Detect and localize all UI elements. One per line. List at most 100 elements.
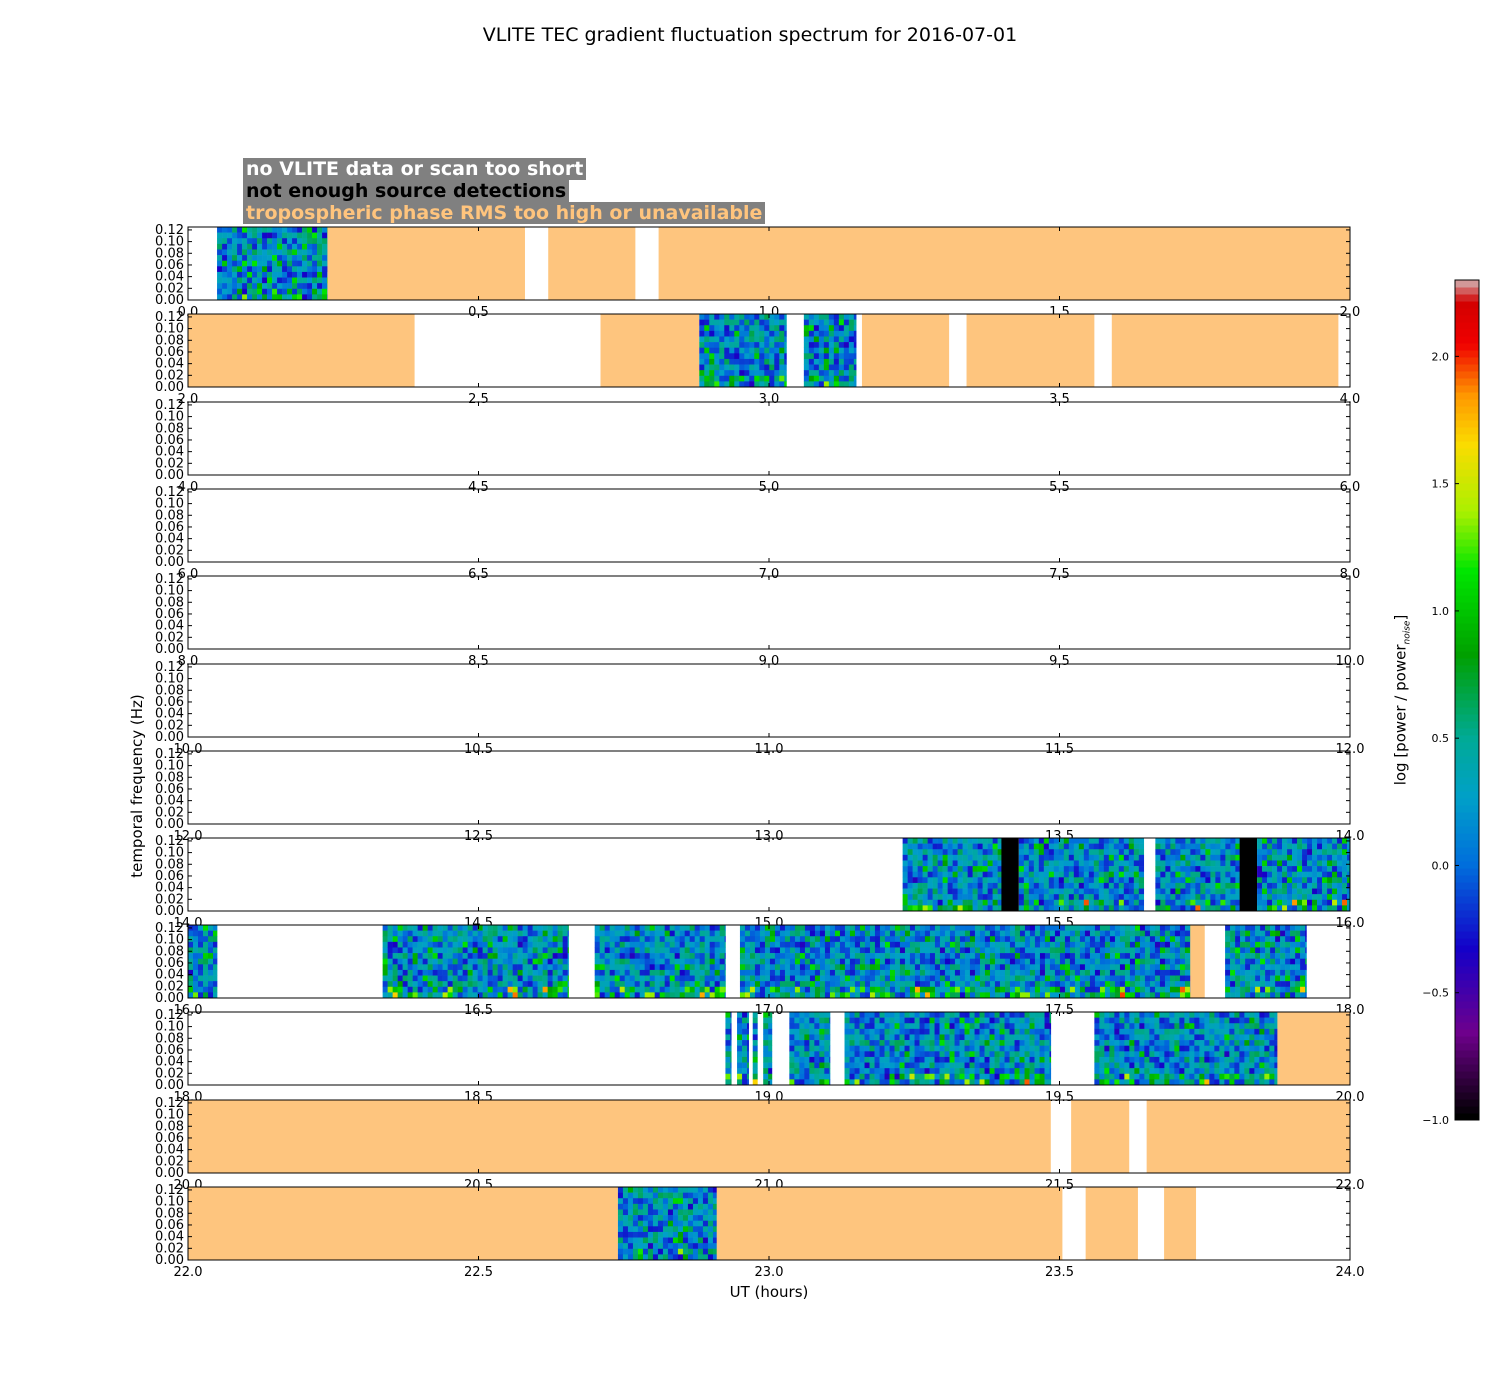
heatmap-cell: [1220, 871, 1226, 878]
heatmap-cell: [1282, 843, 1288, 850]
heatmap-cell: [1114, 925, 1121, 931]
heatmap-cell: [912, 888, 918, 895]
heatmap-cell: [749, 936, 756, 943]
heatmap-cell: [1169, 986, 1176, 993]
heatmap-cell: [947, 905, 953, 912]
heatmap-cell: [1114, 947, 1121, 954]
heatmap-cell: [972, 899, 978, 906]
heatmap-cell: [317, 255, 323, 261]
heatmap-cell: [1205, 849, 1211, 856]
heatmap-cell: [659, 981, 665, 988]
heatmap-cell: [844, 925, 851, 931]
heatmap-cell: [634, 981, 640, 988]
heatmap-cell: [719, 370, 725, 377]
panel-2: 0.000.020.040.060.080.100.124.0 4.5 5.0 5.5…: [155, 398, 1360, 495]
heatmap-cell: [699, 358, 705, 365]
heatmap-cell: [619, 941, 625, 948]
heatmap-cell: [1098, 849, 1105, 856]
heatmap-cell: [730, 1073, 732, 1080]
heatmap-cell: [914, 936, 921, 943]
heatmap-cell: [1038, 866, 1045, 872]
heatmap-cell: [1109, 936, 1116, 943]
heatmap-cell: [829, 936, 836, 943]
heatmap-cell: [813, 370, 820, 377]
heatmap-cell: [1058, 860, 1065, 867]
heatmap-cell: [382, 975, 388, 982]
heatmap-cell: [992, 888, 998, 895]
heatmap-cell: [492, 941, 498, 948]
heatmap-cell: [853, 364, 857, 371]
heatmap-cell: [1267, 866, 1273, 872]
heatmap-cell: [1083, 888, 1090, 895]
heatmap-cell: [482, 947, 488, 954]
heatmap-cell: [1155, 866, 1161, 872]
heatmap-cell: [1038, 899, 1045, 906]
y-tick-label: 0.06: [155, 869, 184, 884]
heatmap-cell: [312, 255, 318, 261]
heatmap-cell: [929, 947, 936, 954]
heatmap-cell: [982, 899, 988, 906]
heatmap-cell: [904, 1079, 910, 1086]
heatmap-cell: [669, 964, 675, 971]
heatmap-cell: [1034, 992, 1041, 999]
heatmap-cell: [962, 905, 968, 912]
heatmap-cell: [844, 969, 851, 976]
heatmap-cell: [924, 1073, 930, 1080]
heatmap-cell: [699, 925, 705, 931]
heatmap-cell: [208, 992, 214, 999]
heatmap-cell: [1033, 860, 1040, 867]
heatmap-cell: [669, 958, 675, 965]
heatmap-cell: [742, 1028, 748, 1035]
heatmap-cell: [1302, 849, 1308, 856]
heatmap-cell: [977, 854, 983, 861]
heatmap-cell: [824, 925, 831, 931]
heatmap-cell: [1128, 888, 1135, 895]
heatmap-cell: [609, 986, 615, 993]
heatmap-cell: [864, 930, 871, 937]
heatmap-cell: [1004, 941, 1011, 948]
heatmap-cell: [644, 992, 650, 999]
heatmap-cell: [1270, 986, 1276, 993]
spectrum-block: [844, 1012, 1052, 1086]
heatmap-cell: [884, 1023, 890, 1030]
heatmap-cell: [992, 849, 998, 856]
heatmap-cell: [1257, 899, 1263, 906]
heatmap-cell: [1078, 888, 1085, 895]
heatmap-cell: [1014, 958, 1021, 965]
heatmap-cell: [282, 283, 288, 290]
heatmap-cell: [799, 986, 806, 993]
heatmap-cell: [725, 1034, 731, 1041]
heatmap-cell: [1230, 925, 1236, 931]
heatmap-cell: [833, 347, 840, 354]
heatmap-cell: [679, 925, 685, 931]
heatmap-cell: [808, 336, 815, 343]
heatmap-cell: [437, 958, 443, 965]
heatmap-cell: [764, 969, 771, 976]
heatmap-cell: [789, 981, 796, 988]
heatmap-cell: [594, 947, 600, 954]
heatmap-cell: [1074, 953, 1081, 959]
heatmap-cell: [769, 347, 775, 354]
heatmap-cell: [833, 342, 840, 348]
heatmap-cell: [784, 330, 787, 337]
heatmap-cell: [1048, 849, 1055, 856]
heatmap-cell: [889, 1028, 895, 1035]
heatmap-cell: [764, 992, 771, 999]
heatmap-cell: [957, 905, 963, 912]
heatmap-cell: [1063, 849, 1070, 856]
heatmap-cell: [599, 936, 605, 943]
heatmap-cell: [874, 1034, 880, 1041]
heatmap-cell: [624, 953, 630, 959]
y-tick-label: 0.06: [155, 433, 184, 448]
heatmap-cell: [997, 866, 1002, 872]
heatmap-cell: [987, 849, 993, 856]
heatmap-cell: [992, 882, 998, 889]
heatmap-cell: [779, 325, 785, 332]
heatmap-cell: [1184, 992, 1191, 999]
heatmap-cell: [1255, 958, 1261, 965]
heatmap-cell: [764, 925, 771, 931]
heatmap-cell: [1073, 866, 1080, 872]
heatmap-cell: [824, 1051, 830, 1058]
heatmap-cell: [1225, 981, 1231, 988]
heatmap-cell: [1058, 899, 1065, 906]
